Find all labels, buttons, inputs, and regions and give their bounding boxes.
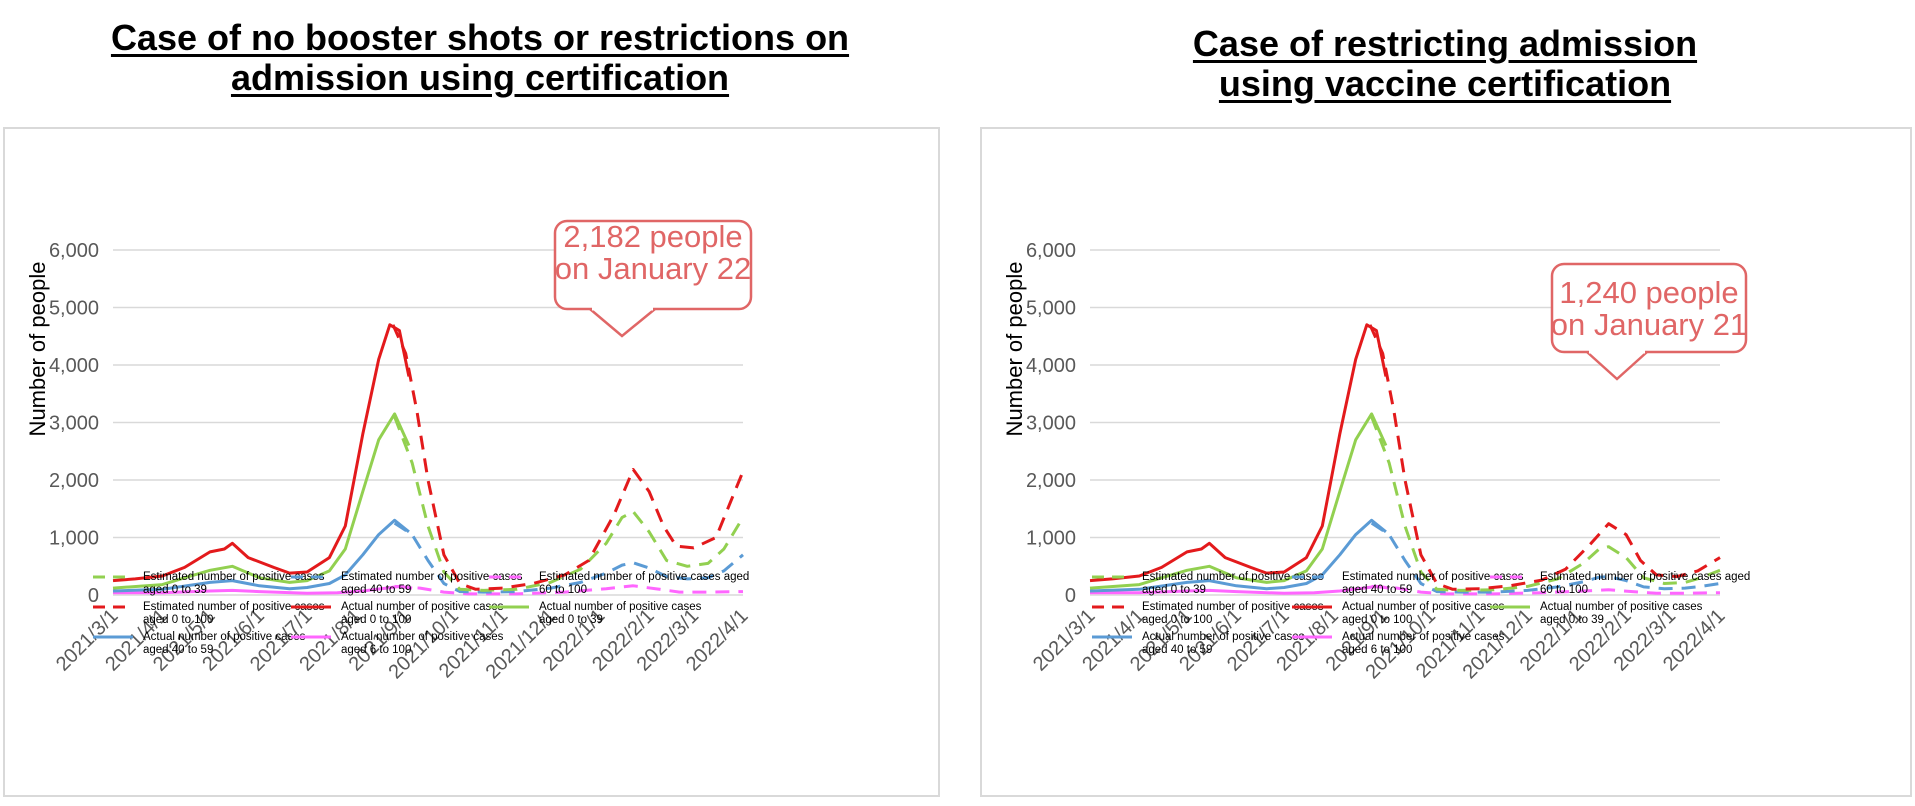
series-line [112, 412, 411, 590]
series-line [1370, 521, 1721, 594]
chart-title-left-line-1: Case of no booster shots or restrictions… [110, 17, 850, 58]
legend-label: Actual number of positive cases [1342, 631, 1505, 643]
legend-label: aged 0 to 39 [539, 614, 603, 626]
series-line [1089, 412, 1388, 590]
series-line [391, 324, 745, 591]
legend-label: aged 6 to 100 [341, 644, 411, 656]
legend-label: 60 to 100 [1540, 584, 1588, 596]
legend-label: aged 0 to 100 [1142, 614, 1212, 626]
callout-box [1550, 262, 1748, 354]
legend-label: aged 0 to 39 [1540, 614, 1604, 626]
legend-label: Actual number of positive cases [539, 601, 702, 613]
series-line [1089, 323, 1388, 583]
y-tick-label: 4,000 [49, 355, 99, 377]
callout-text: on January 22 [555, 251, 751, 286]
y-tick-label: 6,000 [49, 240, 99, 262]
y-tick-label: 2,000 [1026, 470, 1076, 492]
legend-label: Actual number of positive cases [1142, 631, 1305, 643]
legend-label: Estimated number of positive cases [341, 571, 523, 583]
y-tick-label: 1,000 [49, 528, 99, 550]
legend-label: 60 to 100 [539, 584, 587, 596]
legend-label: aged 0 to 100 [1342, 614, 1412, 626]
y-tick-label: 2,000 [49, 470, 99, 492]
callout-text: on January 21 [1551, 307, 1747, 342]
legend-label: Estimated number of positive cases [1342, 571, 1524, 583]
legend-label: Actual number of positive cases [341, 601, 504, 613]
y-tick-label: 0 [1065, 585, 1076, 607]
chart-title-left-line-2: admission using certification [230, 57, 730, 98]
series-line [112, 518, 410, 593]
callout-text: 2,182 people [563, 219, 742, 254]
legend-label: Estimated number of positive cases [1142, 571, 1324, 583]
series-line [1368, 324, 1721, 591]
legend-label: Estimated number of positive cases [143, 601, 325, 613]
series-line [1089, 518, 1387, 593]
y-axis-label: Number of people [25, 262, 50, 437]
chart-panel-left: 0 1,000 2,000 3,000 4,000 5,000 6,000 2021/3/1 2… [3, 127, 940, 797]
y-tick-label: 3,000 [1026, 413, 1076, 435]
line-chart-left: 01,0002,0003,0004,0005,0006,0002021/3/12… [25, 219, 753, 683]
series-line [393, 521, 744, 594]
legend-label: aged 0 to 100 [143, 614, 213, 626]
series-line [394, 584, 744, 596]
chart-title-right-line-1: Case of restricting admission [1192, 23, 1698, 64]
legend-label: Actual number of positive cases [1342, 601, 1505, 613]
chart-title-right-line-2: using vaccine certification [1218, 63, 1672, 104]
chart-panel-right: 0 1,000 2,000 3,000 4,000 5,000 6,000 2021/3/1 2… [980, 127, 1912, 797]
legend-label: aged 40 to 59 [143, 644, 213, 656]
legend-label: aged 40 to 59 [341, 584, 411, 596]
legend-label: Estimated number of positive cases aged [1540, 571, 1750, 583]
y-tick-label: 1,000 [1026, 528, 1076, 550]
y-tick-label: 5,000 [49, 298, 99, 320]
legend-label: aged 40 to 59 [1342, 584, 1412, 596]
series-line [1370, 416, 1721, 592]
legend-entry: Estimated number of positive cases aged6… [1490, 571, 1750, 596]
legend-label: aged 0 to 39 [143, 584, 207, 596]
chart-title-right: Case of restricting admission using vacc… [1060, 24, 1830, 104]
series-line [1371, 584, 1721, 596]
legend-label: Estimated number of positive cases aged [539, 571, 749, 583]
legend-label: Estimated number of positive cases [143, 571, 325, 583]
y-tick-label: 6,000 [1026, 240, 1076, 262]
line-chart-right: 01,0002,0003,0004,0005,0006,0002021/3/12… [1002, 240, 1750, 683]
callout-pointer [589, 308, 656, 338]
legend-label: Estimated number of positive cases [1142, 601, 1324, 613]
series-line [113, 584, 413, 595]
legend-label: Actual number of positive cases [341, 631, 504, 643]
legend-label: aged 6 to 100 [1342, 644, 1412, 656]
y-tick-label: 5,000 [1026, 298, 1076, 320]
callout-text: 1,240 people [1559, 275, 1738, 310]
legend-label: Actual number of positive cases [143, 631, 306, 643]
series-line [112, 323, 411, 583]
chart-title-left: Case of no booster shots or restrictions… [70, 18, 890, 98]
legend-label: aged 40 to 59 [1142, 644, 1212, 656]
legend-label: Actual number of positive cases [1540, 601, 1703, 613]
y-tick-label: 0 [88, 585, 99, 607]
series-line [1090, 584, 1390, 595]
y-axis-label: Number of people [1002, 262, 1027, 437]
legend-entry: Estimated number of positive cases aged6… [489, 571, 749, 596]
callout-pointer [1586, 351, 1648, 381]
legend-label: aged 0 to 100 [341, 614, 411, 626]
legend-label: aged 0 to 39 [1142, 584, 1206, 596]
series-line [393, 416, 745, 592]
y-tick-label: 4,000 [1026, 355, 1076, 377]
y-tick-label: 3,000 [49, 413, 99, 435]
